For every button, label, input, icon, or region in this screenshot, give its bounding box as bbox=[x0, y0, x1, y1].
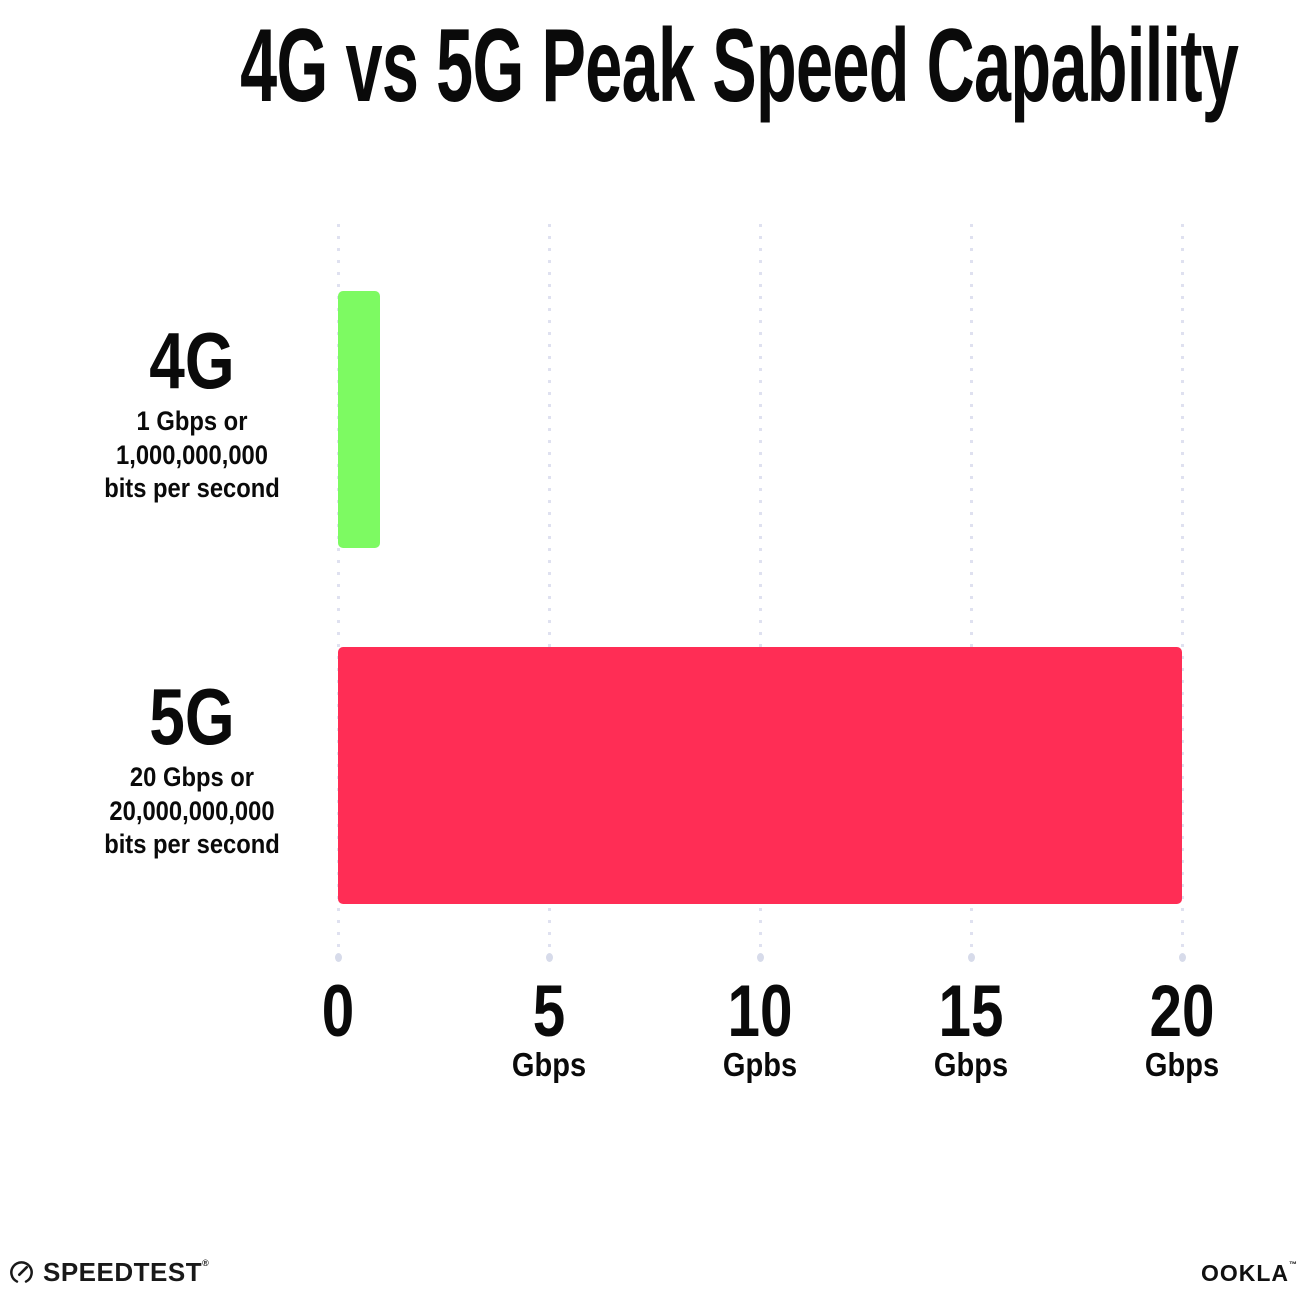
x-tick-unit-20: Gbps bbox=[1144, 1046, 1220, 1083]
sublabel-line: 1,000,000,000 bbox=[116, 439, 268, 470]
x-tick-unit-5: Gbps bbox=[511, 1046, 587, 1083]
gridline-20 bbox=[1178, 224, 1186, 962]
x-tick-unit-15: Gbps bbox=[933, 1046, 1009, 1083]
bar-5g bbox=[338, 647, 1182, 904]
trademark-mark: ™ bbox=[1289, 1260, 1298, 1269]
x-tick-label-15: 15 bbox=[938, 971, 1004, 1052]
row-label-4g: 4G 1 Gbps or 1,000,000,000 bits per second bbox=[20, 321, 364, 506]
gridline-15 bbox=[967, 224, 975, 962]
registered-mark: ® bbox=[202, 1258, 210, 1268]
x-tick-label-5: 5 bbox=[532, 971, 566, 1052]
gridline-end-dot bbox=[1178, 953, 1186, 962]
sublabel-line: bits per second bbox=[104, 829, 280, 859]
gridline-10 bbox=[756, 224, 764, 962]
gridline-0 bbox=[334, 224, 342, 962]
gridline-end-dot bbox=[545, 953, 553, 962]
speedtest-logo: SPEEDTEST® bbox=[9, 1257, 209, 1288]
speedtest-gauge-icon bbox=[10, 1261, 33, 1283]
sublabel-line: 1 Gbps or bbox=[136, 406, 248, 436]
gridline-end-dot bbox=[967, 953, 975, 962]
category-sublabel-5g: 20 Gbps or 20,000,000,000 bits per second bbox=[41, 761, 344, 862]
gridline-end-dot bbox=[334, 953, 342, 962]
category-sublabel-4g: 1 Gbps or 1,000,000,000 bits per second bbox=[41, 405, 344, 506]
x-tick-unit-10: Gpbs bbox=[722, 1046, 798, 1083]
x-tick-label-0: 0 bbox=[321, 971, 355, 1052]
bar-4g bbox=[338, 291, 381, 548]
x-tick-label-20: 20 bbox=[1149, 971, 1215, 1052]
x-tick-label-10: 10 bbox=[727, 971, 793, 1052]
sublabel-line: bits per second bbox=[104, 473, 280, 503]
category-label-4g: 4G bbox=[149, 316, 235, 405]
category-label-5g: 5G bbox=[149, 672, 235, 761]
ookla-wordmark: OOKLA bbox=[1200, 1260, 1289, 1286]
row-label-5g: 5G 20 Gbps or 20,000,000,000 bits per secon… bbox=[20, 677, 364, 862]
gridline-end-dot bbox=[756, 953, 764, 962]
speedtest-wordmark: SPEEDTEST® bbox=[43, 1257, 210, 1287]
sublabel-line: 20 Gbps or bbox=[129, 762, 255, 792]
gridline-5 bbox=[545, 224, 553, 962]
chart-title: 4G vs 5G Peak Speed Capability bbox=[240, 8, 1239, 124]
ookla-logo: OOKLA™ bbox=[1201, 1260, 1298, 1287]
sublabel-line: 20,000,000,000 bbox=[109, 795, 275, 826]
